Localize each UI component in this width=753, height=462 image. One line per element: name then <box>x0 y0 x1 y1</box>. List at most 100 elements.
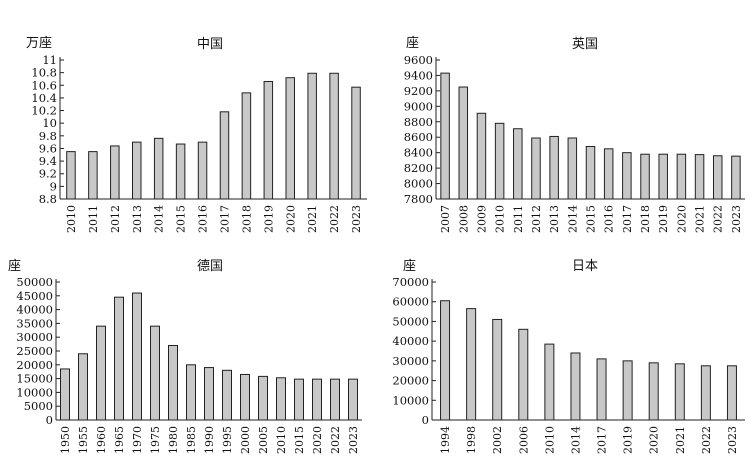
chart-1-y-tick-label: 10.4 <box>31 91 57 105</box>
chart-1-y-tick-label: 9.6 <box>39 141 57 155</box>
chart-1-bar <box>351 86 361 200</box>
chart-3-y-tick-label: 30000 <box>16 330 53 344</box>
chart-4-bar <box>570 352 581 421</box>
chart-1-x-tick-label: 2015 <box>175 205 188 233</box>
chart-2-y-tick-label: 9000 <box>404 99 433 113</box>
chart-2-x-tick-label: 2013 <box>548 205 561 233</box>
chart-1-bar <box>307 72 317 200</box>
chart-3-y-tick-label: 40000 <box>16 303 53 317</box>
chart-3-y-tick-label: 10000 <box>16 385 53 399</box>
chart-3-x-tick-label: 2005 <box>257 426 270 454</box>
chart-3-bar <box>150 325 160 421</box>
chart-3-y-tick-label: 20000 <box>16 358 53 372</box>
chart-1-y-tick-label: 9 <box>50 179 57 193</box>
chart-2-y-tick-label: 7800 <box>404 192 433 206</box>
chart-1-x-tick-label: 2014 <box>153 205 166 233</box>
chart-1-bar <box>219 111 230 200</box>
chart-1-x-tick-label: 2021 <box>306 205 319 233</box>
chart-4-bar <box>440 300 451 421</box>
chart-2-title: 英国 <box>572 37 598 52</box>
chart-4-x-tick-label: 2002 <box>491 426 504 454</box>
chart-1-x-tick-label: 2012 <box>109 205 122 233</box>
chart-3-bar <box>132 292 142 421</box>
chart-2-y-tick-label: 8400 <box>404 146 433 160</box>
chart-3-x-tick-label: 1965 <box>113 426 126 454</box>
chart-1-bar <box>197 141 208 200</box>
chart-1-bar <box>285 77 295 200</box>
chart-1-bar <box>132 141 142 200</box>
chart-2-bar <box>676 153 687 200</box>
chart-4-bar <box>596 358 607 421</box>
chart-4-x-tick-label: 2006 <box>517 426 530 454</box>
chart-2-bar <box>440 72 450 200</box>
chart-2-bar <box>531 137 541 200</box>
chart-2-y-tick-label: 9600 <box>404 53 433 67</box>
chart-2-y-tick-label: 8800 <box>404 115 433 129</box>
chart-1-y-tick-label: 11 <box>42 53 57 67</box>
chart-1-bar <box>153 137 164 200</box>
chart-3-bar <box>240 373 250 421</box>
chart-4-bar <box>518 328 529 421</box>
chart-4-y-tick-label: 50000 <box>392 314 429 328</box>
chart-4-x-tick-label: 2020 <box>648 426 661 454</box>
chart-2-y-tick-label: 8600 <box>404 130 433 144</box>
chart-3-x-tick-label: 2023 <box>347 426 360 454</box>
chart-3-x-tick-label: 1985 <box>185 426 198 454</box>
chart-4-y-tick-label: 20000 <box>392 374 429 388</box>
chart-3-x-tick-label: 2000 <box>239 426 252 454</box>
chart-4-y-tick-label: 60000 <box>392 295 429 309</box>
chart-4-x-tick-label: 2017 <box>596 426 609 454</box>
chart-1-bar <box>263 80 274 200</box>
chart-4-x-tick-label: 1994 <box>439 426 452 454</box>
chart-3-bar <box>222 369 232 421</box>
chart-4-bar <box>700 365 711 421</box>
chart-3-x-tick-label: 1955 <box>77 426 90 454</box>
chart-1-y-tick-label: 10.2 <box>31 104 57 118</box>
chart-4-x-tick-label: 2019 <box>622 426 635 454</box>
chart-3-y-tick-label: 15000 <box>16 372 53 386</box>
chart-2-bar <box>640 153 650 200</box>
chart-1-y-tick-label: 8.8 <box>39 192 57 206</box>
chart-2-unit-label: 座 <box>406 36 419 51</box>
chart-2-y-tick-label: 8200 <box>404 161 433 175</box>
chart-2-bar <box>694 154 705 200</box>
chart-2-x-tick-label: 2022 <box>712 205 725 233</box>
chart-1-x-tick-label: 2016 <box>197 205 210 233</box>
chart-3-x-tick-label: 2015 <box>293 426 306 454</box>
chart-1-bar <box>175 143 186 200</box>
chart-2-x-tick-label: 2011 <box>512 205 525 233</box>
chart-4-title: 日本 <box>572 259 598 274</box>
chart-3-x-tick-label: 1960 <box>95 426 108 454</box>
chart-1-bar <box>66 151 76 200</box>
chart-3-x-tick-label: 1975 <box>149 426 162 454</box>
chart-2-x-tick-label: 2007 <box>439 205 452 233</box>
chart-1-unit-label: 万座 <box>26 36 52 51</box>
chart-1-bar <box>329 72 339 200</box>
chart-2-x-tick-label: 2017 <box>621 205 634 233</box>
chart-2-x-tick-label: 2020 <box>675 205 688 233</box>
chart-1-y-tick-label: 9.8 <box>39 129 57 143</box>
chart-3-x-tick-label: 1990 <box>203 426 216 454</box>
chart-2-bar <box>658 153 668 200</box>
chart-4-y-tick-label: 10000 <box>392 393 429 407</box>
chart-3-x-tick-label: 1995 <box>221 426 234 454</box>
chart-2-bar <box>513 128 523 200</box>
chart-1-y-tick-label: 10.6 <box>31 78 57 92</box>
chart-4-bar <box>674 363 685 421</box>
chart-3-unit-label: 座 <box>8 259 21 274</box>
chart-2-x-tick-label: 2009 <box>475 205 488 233</box>
chart-3-bar <box>96 325 106 421</box>
chart-3-y-tick-label: 35000 <box>16 316 53 330</box>
chart-3-y-tick-label: 50000 <box>16 275 53 289</box>
chart-1-x-tick-label: 2011 <box>87 205 100 233</box>
chart-3-x-tick-label: 1950 <box>59 426 72 454</box>
chart-1-x-tick-label: 2010 <box>65 205 78 233</box>
chart-3-bar <box>60 368 70 421</box>
chart-1-x-tick-label: 2022 <box>328 205 341 233</box>
chart-2-bar <box>567 137 578 200</box>
chart-3-bar <box>348 378 358 421</box>
chart-4-x-tick-label: 2021 <box>674 426 687 454</box>
chart-1-bar <box>110 145 120 200</box>
